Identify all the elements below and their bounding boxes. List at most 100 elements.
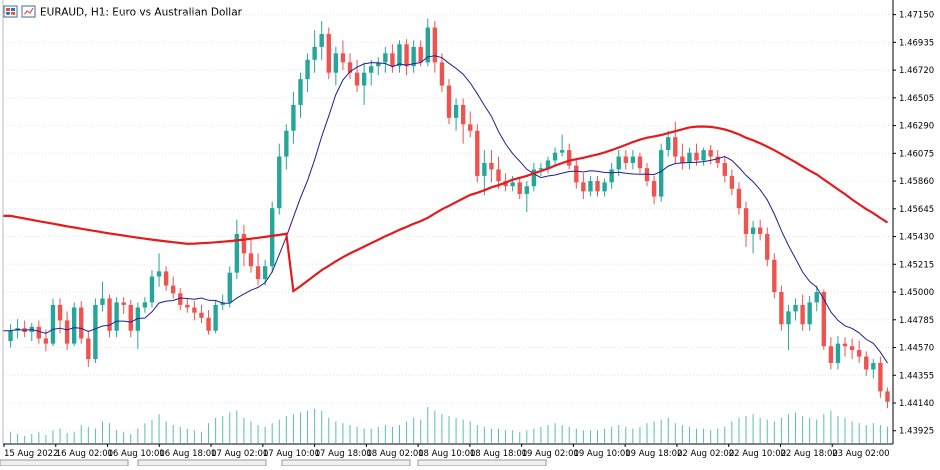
footer-tabs[interactable] (0, 459, 547, 467)
candle-bull (531, 169, 537, 187)
candle-bear (199, 312, 204, 318)
y-tick-label: 1.46505 (899, 94, 934, 104)
y-tick-label: 1.45000 (899, 288, 934, 298)
candle-bull (425, 27, 430, 63)
x-tick-label: 23 Aug 02:00 (832, 449, 889, 459)
candle-bear (86, 338, 91, 360)
candle-bear (170, 285, 176, 294)
candle-bear (842, 343, 848, 347)
y-tick-label: 1.44785 (899, 316, 934, 326)
candle-bear (255, 266, 261, 280)
x-tick-label: 16 Aug 18:00 (159, 449, 216, 459)
candle-bear (885, 391, 890, 402)
x-tick-label: 17 Aug 18:00 (315, 449, 372, 459)
candle-bear (418, 46, 423, 63)
candle-bear (64, 320, 70, 344)
candle-bear (475, 130, 480, 176)
candle-bull (411, 46, 416, 67)
candle-bear (651, 181, 657, 197)
candle-bull (588, 181, 593, 192)
candle-bear (864, 356, 869, 370)
candle-bear (107, 298, 112, 331)
y-tick-label: 1.44570 (899, 344, 934, 354)
y-tick-label: 1.46290 (899, 122, 934, 132)
candle-bear (765, 233, 770, 260)
candle-bear (36, 326, 42, 339)
candle-bull (234, 233, 240, 273)
footer-tab[interactable] (417, 459, 547, 467)
candle-bull (871, 363, 876, 370)
y-tick-label: 1.44355 (899, 371, 934, 381)
candle-bear (595, 181, 600, 192)
candle-bull (50, 304, 56, 344)
y-tick-label: 1.45645 (899, 205, 934, 215)
candle-bear (79, 307, 84, 339)
y-axis-ticks: 1.47150 1.46935 1.46720 1.46505 1.46290 1.460… (893, 11, 934, 437)
candle-bear (757, 227, 763, 234)
candle-bull (524, 186, 529, 194)
candle-bear (439, 62, 445, 86)
candle-bull (383, 53, 388, 63)
footer-tab[interactable] (281, 459, 411, 467)
grid-chart-icon[interactable] (3, 5, 18, 18)
candle-bull (609, 169, 614, 183)
candle-bear (185, 304, 190, 308)
candle-bull (8, 330, 13, 342)
candle-bear (206, 317, 211, 331)
candle-bear (432, 27, 438, 63)
candle-bull (750, 227, 756, 234)
candle-bear (772, 259, 777, 293)
candle-bear (446, 85, 452, 118)
footer-tab[interactable] (137, 459, 267, 467)
candle-bull (552, 152, 558, 161)
candle-bull (538, 168, 544, 170)
candle-bear (128, 304, 133, 331)
candle-bear (468, 124, 473, 131)
candle-bull (149, 276, 155, 303)
x-tick-label: 22 Aug 02:00 (677, 449, 734, 459)
candle-bear (57, 304, 63, 321)
x-tick-label: 22 Aug 18:00 (780, 449, 837, 459)
y-tick-label: 1.46720 (899, 66, 934, 76)
candle-bear (390, 53, 395, 67)
footer-tab[interactable] (0, 459, 129, 467)
candle-bull (156, 271, 162, 277)
candle-bear (729, 175, 735, 189)
x-tick-label: 16 Aug 02:00 (56, 449, 113, 459)
candle-bull (213, 304, 218, 331)
candle-bull (93, 304, 98, 360)
x-tick-label: 18 Aug 02:00 (366, 449, 423, 459)
y-tick-label: 1.46935 (899, 38, 934, 48)
x-tick-label: 19 Aug 18:00 (625, 449, 682, 459)
candle-bear (828, 346, 834, 363)
y-tick-label: 1.44140 (899, 399, 934, 409)
candle-bull (319, 33, 324, 47)
candle-bear (567, 150, 572, 166)
y-tick-label: 1.45430 (899, 233, 934, 243)
candle-bear (354, 72, 360, 86)
candle-bear (248, 253, 254, 267)
candle-bull (227, 272, 232, 303)
candle-bear (178, 293, 183, 305)
x-tick-label: 18 Aug 18:00 (470, 449, 527, 459)
candle-bear (517, 182, 522, 194)
chart-window-icon[interactable] (21, 5, 36, 18)
candle-bear (340, 53, 346, 63)
candle-bull (835, 343, 841, 363)
candle-bull (71, 307, 77, 344)
candle-bear (673, 137, 678, 157)
candle-bull (630, 156, 636, 163)
grid-lines (3, 14, 893, 432)
candle-bull (220, 302, 225, 305)
candle-bull (616, 156, 621, 170)
candle-bull (333, 53, 339, 73)
x-tick-label: 15 Aug 2022 (4, 449, 58, 459)
y-tick-label: 1.43925 (899, 427, 934, 437)
candle-bull (807, 302, 812, 325)
ma-fast-line (2, 55, 888, 364)
candle-bear (644, 168, 650, 182)
candle-bear (878, 363, 883, 392)
